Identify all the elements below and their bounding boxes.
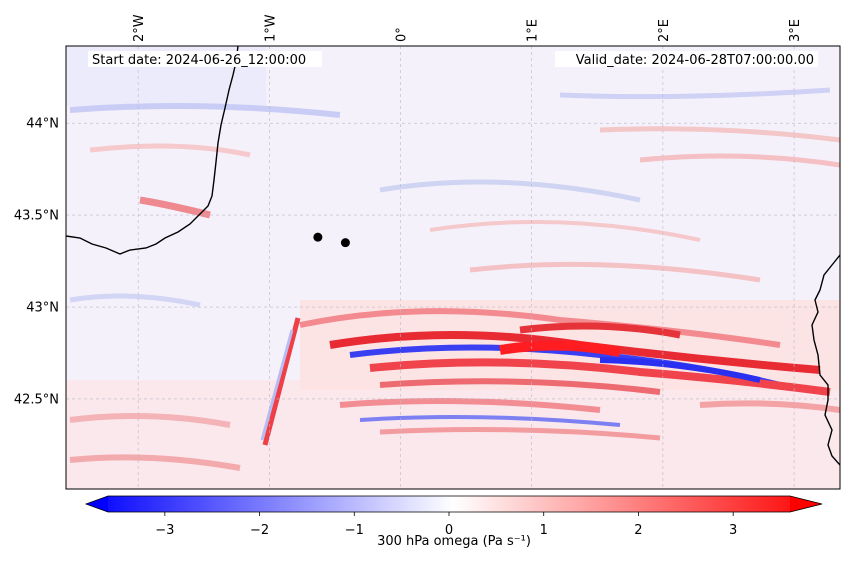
colorbar-tick-label: −2 xyxy=(250,523,269,538)
colorbar-tick-label: −3 xyxy=(155,523,174,538)
colorbar-tick-label: 1 xyxy=(540,523,548,538)
colorbar-label: 300 hPa omega (Pa s⁻¹) xyxy=(377,534,531,549)
colorbar-tick-label: −1 xyxy=(345,523,364,538)
lon-tick-label: 2°E xyxy=(657,19,672,42)
coastline-biscay xyxy=(66,46,239,255)
valid-date-box xyxy=(555,51,818,67)
map-panel[interactable]: Start date: 2024-06-26_12:00:00 Valid_da… xyxy=(65,45,841,490)
longitude-tick-labels: 2°W 1°W 0° 1°E 2°E 3°E xyxy=(132,14,803,42)
lat-tick-label: 43.5°N xyxy=(14,209,59,224)
start-date-box xyxy=(88,51,322,67)
lat-tick-label: 44°N xyxy=(26,117,59,132)
station-2-marker xyxy=(340,238,350,248)
lon-tick-label: 1°W xyxy=(263,14,278,42)
station-markers xyxy=(313,232,350,248)
lon-tick-label: 1°E xyxy=(526,19,541,42)
valid-date-label: Valid_date: 2024-06-28T07:00:00.00 xyxy=(576,53,814,68)
gridlines xyxy=(66,46,840,489)
colorbar-outline xyxy=(84,495,823,513)
lon-tick-label: 0° xyxy=(395,27,410,42)
latitude-tick-labels: 44°N 43.5°N 43°N 42.5°N xyxy=(14,117,59,408)
lon-tick-label: 3°E xyxy=(788,19,803,42)
map-frame xyxy=(65,45,841,490)
colorbar-body xyxy=(86,496,822,512)
station-1-marker xyxy=(313,232,323,242)
omega-field xyxy=(66,46,840,489)
start-date-label: Start date: 2024-06-26_12:00:00 xyxy=(92,53,306,68)
lon-tick-label: 2°W xyxy=(132,14,147,42)
colorbar-extend-max xyxy=(790,496,822,512)
colorbar-tick-label: 2 xyxy=(634,523,642,538)
colorbar: −3 −2 −1 0 1 2 3 300 hPa omega (Pa s⁻¹) xyxy=(84,495,823,549)
colorbar-extend-min xyxy=(86,496,108,512)
coastlines xyxy=(66,46,840,466)
coastline-mediterranean xyxy=(811,254,840,466)
lat-tick-label: 42.5°N xyxy=(14,392,59,407)
colorbar-tick-label: 3 xyxy=(729,523,737,538)
colorbar-ticks: −3 −2 −1 0 1 2 3 xyxy=(155,512,737,538)
colorbar-tick-label: 0 xyxy=(445,523,453,538)
lat-tick-label: 43°N xyxy=(26,301,59,316)
